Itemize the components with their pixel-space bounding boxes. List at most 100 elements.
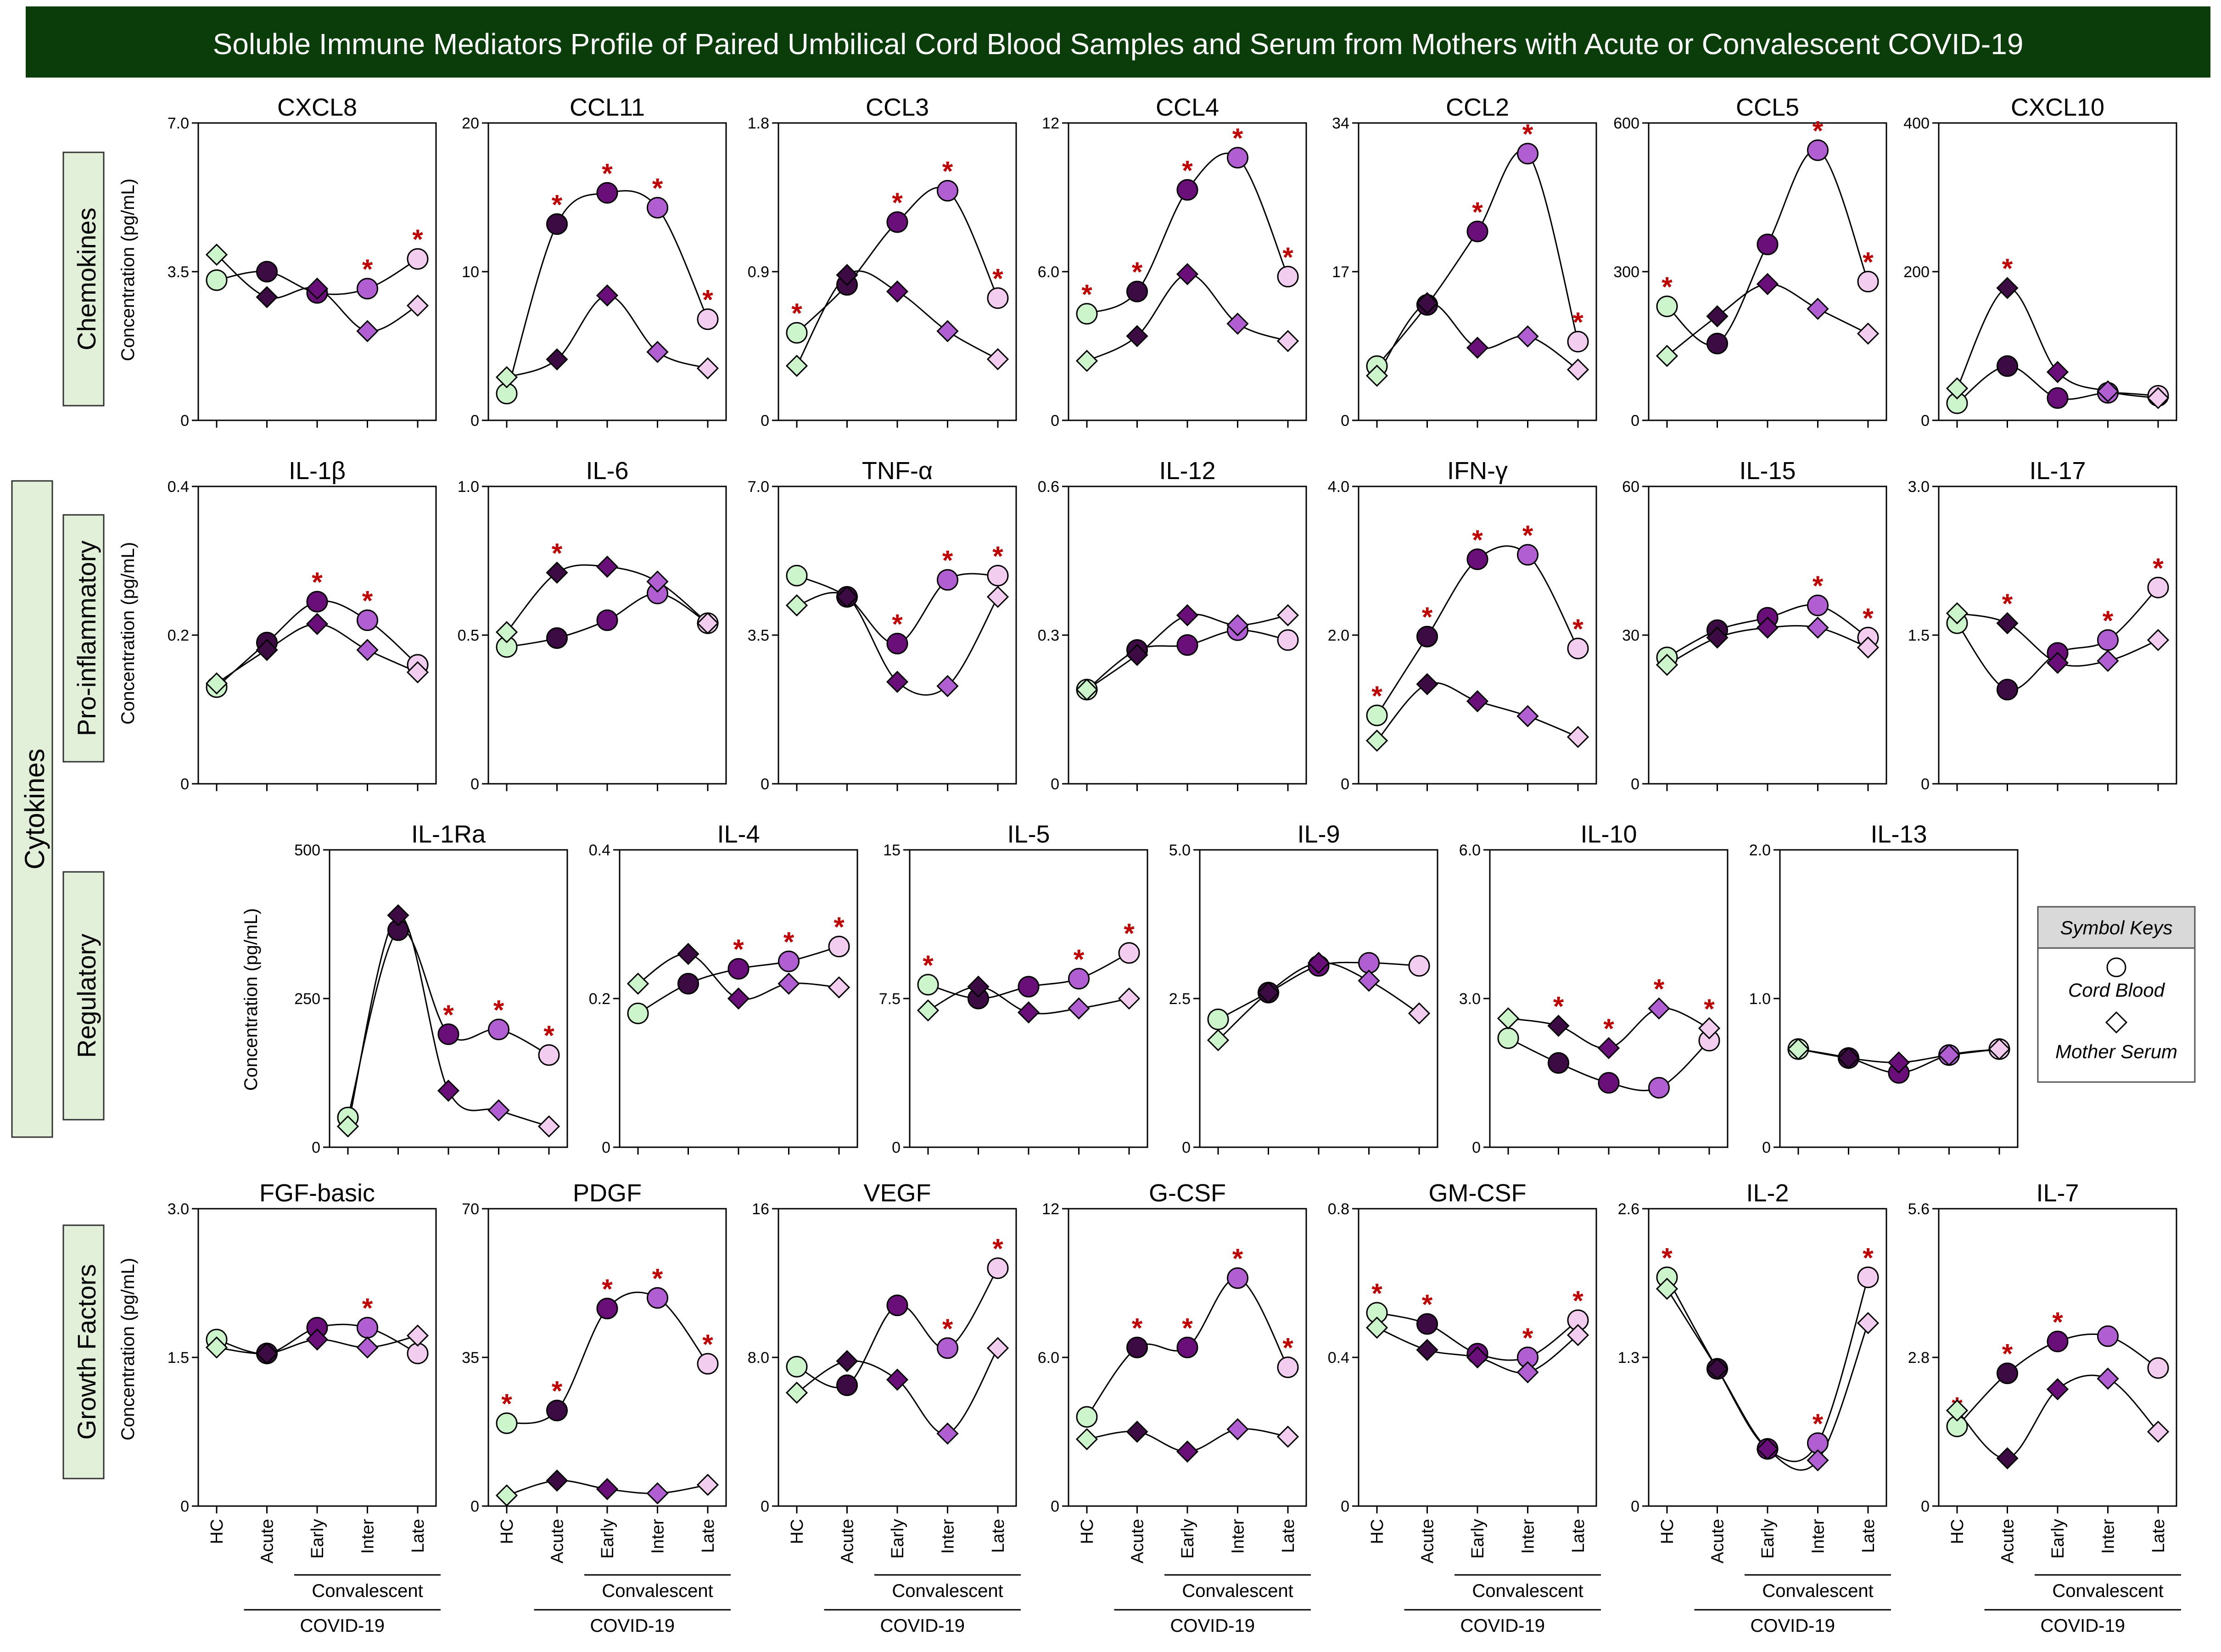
x-category-label: Late [699, 1519, 718, 1553]
charts-layer: CXCL8 0 3.5 7.0 * * CCL11 0 10 20 * * * * CCL3 0 0.9 1.8 *… [168, 94, 2181, 1636]
mother-serum-point [646, 570, 669, 593]
mother-serum-point [1126, 325, 1148, 347]
significance-star: * [942, 1313, 953, 1344]
mother-serum-point [677, 943, 699, 965]
mother-serum-point [2097, 650, 2119, 672]
x-category-label: Inter [939, 1519, 958, 1554]
chart-title: CXCL10 [2011, 94, 2104, 121]
y-tick-label: 2.0 [1749, 842, 1771, 859]
y-tick-label: 0.5 [458, 627, 479, 644]
chart-title: IL-5 [1007, 820, 1050, 848]
legend-diamond-icon [2105, 1011, 2128, 1034]
cord-blood-point [1857, 1267, 1879, 1289]
chart-title: CCL3 [866, 94, 929, 121]
cord-blood-point [647, 1287, 668, 1309]
mother-serum-point [646, 340, 669, 363]
mother-serum-point [1307, 952, 1330, 974]
mother-serum-point [1516, 705, 1539, 727]
chart-il-4: IL-4 0 0.2 0.4 * * * [589, 820, 858, 1156]
plot-frame [1489, 849, 1729, 1148]
mother-serum-point [1466, 1346, 1489, 1369]
y-tick-label: 0 [312, 1139, 320, 1156]
y-tick-label: 0 [761, 1498, 769, 1515]
mother-serum-point [205, 1336, 228, 1359]
cord-blood-point [1068, 968, 1090, 990]
mother-serum-point [785, 355, 808, 377]
significance-star: * [552, 1376, 563, 1406]
chart-pdgf: PDGF 0 35 70 * * * * * HC Acute Early Inter Late Conva… [462, 1179, 731, 1636]
y-tick-label: 7.5 [879, 990, 901, 1008]
cord-blood-point [1408, 955, 1430, 977]
cord-blood-point [1807, 594, 1829, 616]
cord-blood-point [206, 269, 228, 291]
significance-star: * [501, 1388, 512, 1419]
cord-blood-point [2047, 387, 2069, 409]
cord-blood-point [1656, 296, 1678, 318]
y-tick-label: 0.6 [1038, 478, 1059, 496]
mother-serum-point [1706, 626, 1729, 649]
x-category-label: Acute [1418, 1519, 1438, 1563]
chart-title: IL-13 [1870, 820, 1927, 848]
mother-serum-point [387, 904, 409, 926]
y-tick-label: 0 [761, 776, 769, 793]
cord-blood-point [437, 1023, 459, 1045]
mother-serum-point [1126, 1420, 1148, 1443]
significance-star: * [1232, 123, 1243, 154]
mother-serum-point [2046, 1378, 2069, 1401]
mother-serum-point [356, 1336, 379, 1359]
chart-title: VEGF [863, 1179, 931, 1207]
significance-star: * [1371, 681, 1382, 711]
cord-blood-point [1277, 266, 1299, 288]
y-tick-label: 0 [470, 1498, 479, 1515]
significance-star: * [1704, 993, 1715, 1024]
mother-serum-point [1857, 636, 1880, 659]
mother-serum-point [1365, 364, 1388, 387]
significance-star: * [493, 994, 504, 1025]
mother-serum-point [1176, 1440, 1199, 1463]
cord-blood-line [1376, 150, 1579, 367]
y-tick-label: 0 [1921, 776, 1930, 793]
mother-serum-point [306, 613, 329, 635]
mother-serum-point [1126, 644, 1148, 666]
mother-serum-point [1566, 726, 1589, 748]
chart-title: IL-10 [1580, 820, 1637, 848]
mother-serum-point [1466, 336, 1489, 359]
mother-serum-point [1226, 614, 1249, 636]
chart-tnf: TNF-α 0 3.5 7.0 * * * [748, 457, 1017, 793]
plot-frame [1199, 849, 1438, 1148]
x-category-label: Late [1569, 1519, 1588, 1553]
y-tick-label: 3.5 [748, 627, 769, 644]
x-category-label: Inter [649, 1519, 668, 1554]
mother-serum-point [495, 621, 518, 643]
mother-serum-point [886, 1368, 909, 1391]
mother-serum-point [1946, 1399, 1969, 1422]
cord-blood-point [1807, 139, 1829, 161]
cord-blood-point [2047, 1330, 2069, 1352]
cord-blood-point [1227, 147, 1248, 169]
mother-serum-point [1887, 1051, 1910, 1074]
significance-star: * [2002, 588, 2013, 619]
x-category-label: Acute [838, 1519, 857, 1563]
chart-il-1ra: IL-1Ra 0 250 500 * * * [294, 820, 568, 1156]
mother-serum-point [1226, 313, 1249, 335]
chart-title: CCL5 [1736, 94, 1799, 121]
cord-blood-point [828, 936, 850, 958]
significance-star: * [1522, 520, 1533, 551]
significance-star: * [2103, 605, 2114, 636]
y-tick-label: 0 [470, 412, 479, 430]
mother-serum-point [1416, 1339, 1438, 1361]
section-proinflammatory-label: Pro-inflammatory [72, 541, 101, 736]
mother-serum-line [796, 1348, 999, 1435]
section-regulatory-label: Regulatory [72, 934, 101, 1058]
y-tick-label: 3.5 [168, 263, 189, 281]
mother-serum-point [1787, 1038, 1810, 1060]
chart-il-9: IL-9 0 2.5 5.0 [1169, 820, 1438, 1156]
section-proinflammatory-box [62, 514, 105, 763]
mother-serum-point [256, 286, 278, 308]
significance-star: * [783, 926, 794, 957]
significance-star: * [1863, 603, 1874, 633]
significance-star: * [791, 298, 802, 329]
significance-star: * [1863, 1243, 1874, 1273]
cord-blood-point [357, 609, 378, 631]
